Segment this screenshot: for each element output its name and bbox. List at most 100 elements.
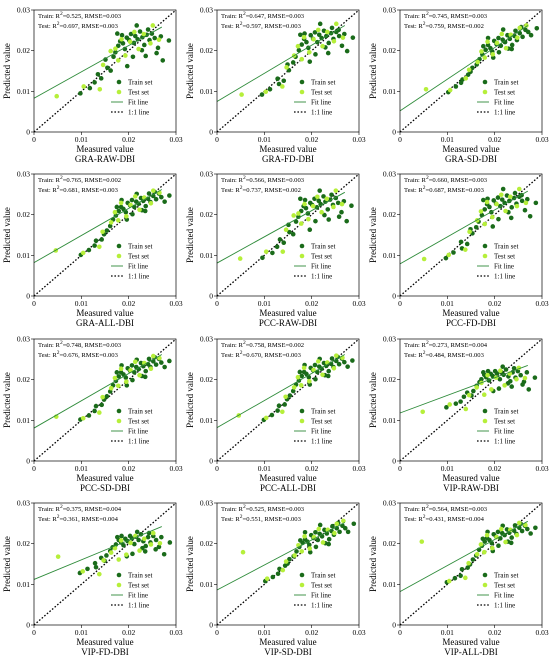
x-tick-label: 0.02 [488, 464, 501, 473]
test-point [263, 249, 269, 254]
y-tick-label: 0.01 [200, 580, 213, 589]
train-point [337, 529, 342, 535]
train-point [520, 34, 525, 40]
scatter-panel: 0 0.01 0.02 0.03 0 0.01 0.02 0.03 Measured value… [183, 0, 366, 165]
legend-label: Test set [494, 418, 515, 426]
train-point [326, 536, 332, 542]
legend-label: Train set [494, 572, 518, 580]
scatter-panel: 0 0.01 0.02 0.03 0 0.01 0.02 0.03 Measured value… [0, 164, 183, 329]
train-point [156, 544, 162, 550]
test-point [100, 229, 105, 235]
train-point [527, 213, 533, 219]
test-point [517, 25, 523, 31]
train-point [304, 39, 309, 45]
identity-line [216, 9, 360, 133]
x-axis-label: Measured value [259, 637, 316, 647]
test-point [447, 87, 453, 93]
test-stats: Test: R2=0.431, RMSE=0.004 [404, 514, 485, 523]
test-point [446, 578, 452, 584]
scatter-panel: 0 0.01 0.02 0.03 0 0.01 0.02 0.03 Measured value… [183, 329, 366, 494]
train-point [511, 365, 517, 371]
x-tick-label: 0.03 [535, 628, 548, 637]
legend-label: Train set [128, 408, 152, 416]
legend-label: 1:1 line [128, 109, 149, 117]
train-point [161, 551, 167, 557]
train-point [123, 375, 129, 380]
x-tick-label: 0.03 [169, 135, 182, 144]
train-point [319, 35, 324, 41]
x-axis-label: Measured value [259, 473, 316, 483]
y-tick-label: 0 [26, 292, 30, 301]
test-point [132, 359, 138, 365]
legend-test-marker [116, 253, 122, 259]
train-point [275, 408, 280, 413]
chart-svg: 0 0.01 0.02 0.03 0 0.01 0.02 0.03 Measured value… [2, 335, 183, 494]
identity-line [399, 9, 543, 133]
test-point [523, 522, 528, 528]
legend-label: 1:1 line [494, 273, 515, 281]
y-tick-label: 0 [392, 457, 396, 466]
test-point [100, 394, 105, 400]
chart-svg: 0 0.01 0.02 0.03 0 0.01 0.02 0.03 Measured value… [2, 6, 183, 165]
test-point [128, 540, 133, 546]
train-point [453, 401, 459, 406]
train-point [342, 525, 348, 531]
test-point [515, 35, 520, 40]
test-point [156, 37, 162, 42]
legend-label: 1:1 line [494, 438, 515, 446]
test-point [124, 213, 129, 219]
legend-label: Fit line [128, 99, 148, 107]
train-point [519, 528, 525, 534]
test-point [334, 521, 340, 527]
legend-train-marker [482, 408, 488, 414]
train-point [146, 356, 152, 362]
y-tick-label: 0.01 [383, 416, 396, 425]
train-point [345, 529, 351, 535]
fit-line [399, 520, 529, 593]
train-point [335, 200, 341, 206]
train-point [116, 374, 122, 379]
train-point [276, 403, 282, 408]
test-point [421, 256, 427, 262]
legend: Train set Test set Fit line 1:1 line [294, 243, 335, 281]
test-point [115, 383, 121, 389]
train-point [512, 523, 518, 528]
train-point [481, 43, 486, 49]
train-point [167, 193, 172, 198]
train-point [298, 32, 303, 38]
train-point [312, 362, 318, 368]
legend-label: Train set [494, 243, 518, 251]
test-point [307, 546, 313, 551]
chart-title: VIP-ALL-DBI [444, 647, 498, 657]
test-point [263, 89, 269, 95]
train-point [120, 41, 126, 46]
test-point [514, 532, 520, 538]
y-axis-label: Predicted value [185, 372, 195, 428]
train-point [520, 382, 525, 387]
train-point [129, 197, 135, 203]
test-point [324, 196, 330, 202]
legend: Train set Test set Fit line 1:1 line [111, 572, 152, 610]
chart-svg: 0 0.01 0.02 0.03 0 0.01 0.02 0.03 Measured value… [185, 499, 366, 658]
train-point [143, 543, 149, 549]
train-point [329, 356, 335, 361]
test-point [132, 194, 138, 199]
train-point [307, 59, 313, 64]
test-point [315, 359, 321, 364]
legend: Train set Test set Fit line 1:1 line [294, 572, 335, 610]
y-tick-label: 0.03 [17, 6, 30, 15]
y-tick-label: 0.03 [200, 170, 213, 179]
test-point [475, 59, 480, 65]
plot-frame [33, 502, 177, 626]
train-point [275, 76, 280, 82]
legend-label: Test set [311, 89, 332, 97]
y-axis-label: Predicted value [2, 372, 12, 428]
test-point [481, 549, 487, 555]
train-stats: Train: R2=0.758, RMSE=0.002 [221, 340, 304, 349]
train-point [325, 207, 331, 212]
train-point [532, 375, 538, 380]
identity-line [33, 338, 177, 462]
legend: Train set Test set Fit line 1:1 line [477, 572, 518, 610]
train-point [93, 238, 99, 243]
x-tick-label: 0.02 [488, 628, 501, 637]
